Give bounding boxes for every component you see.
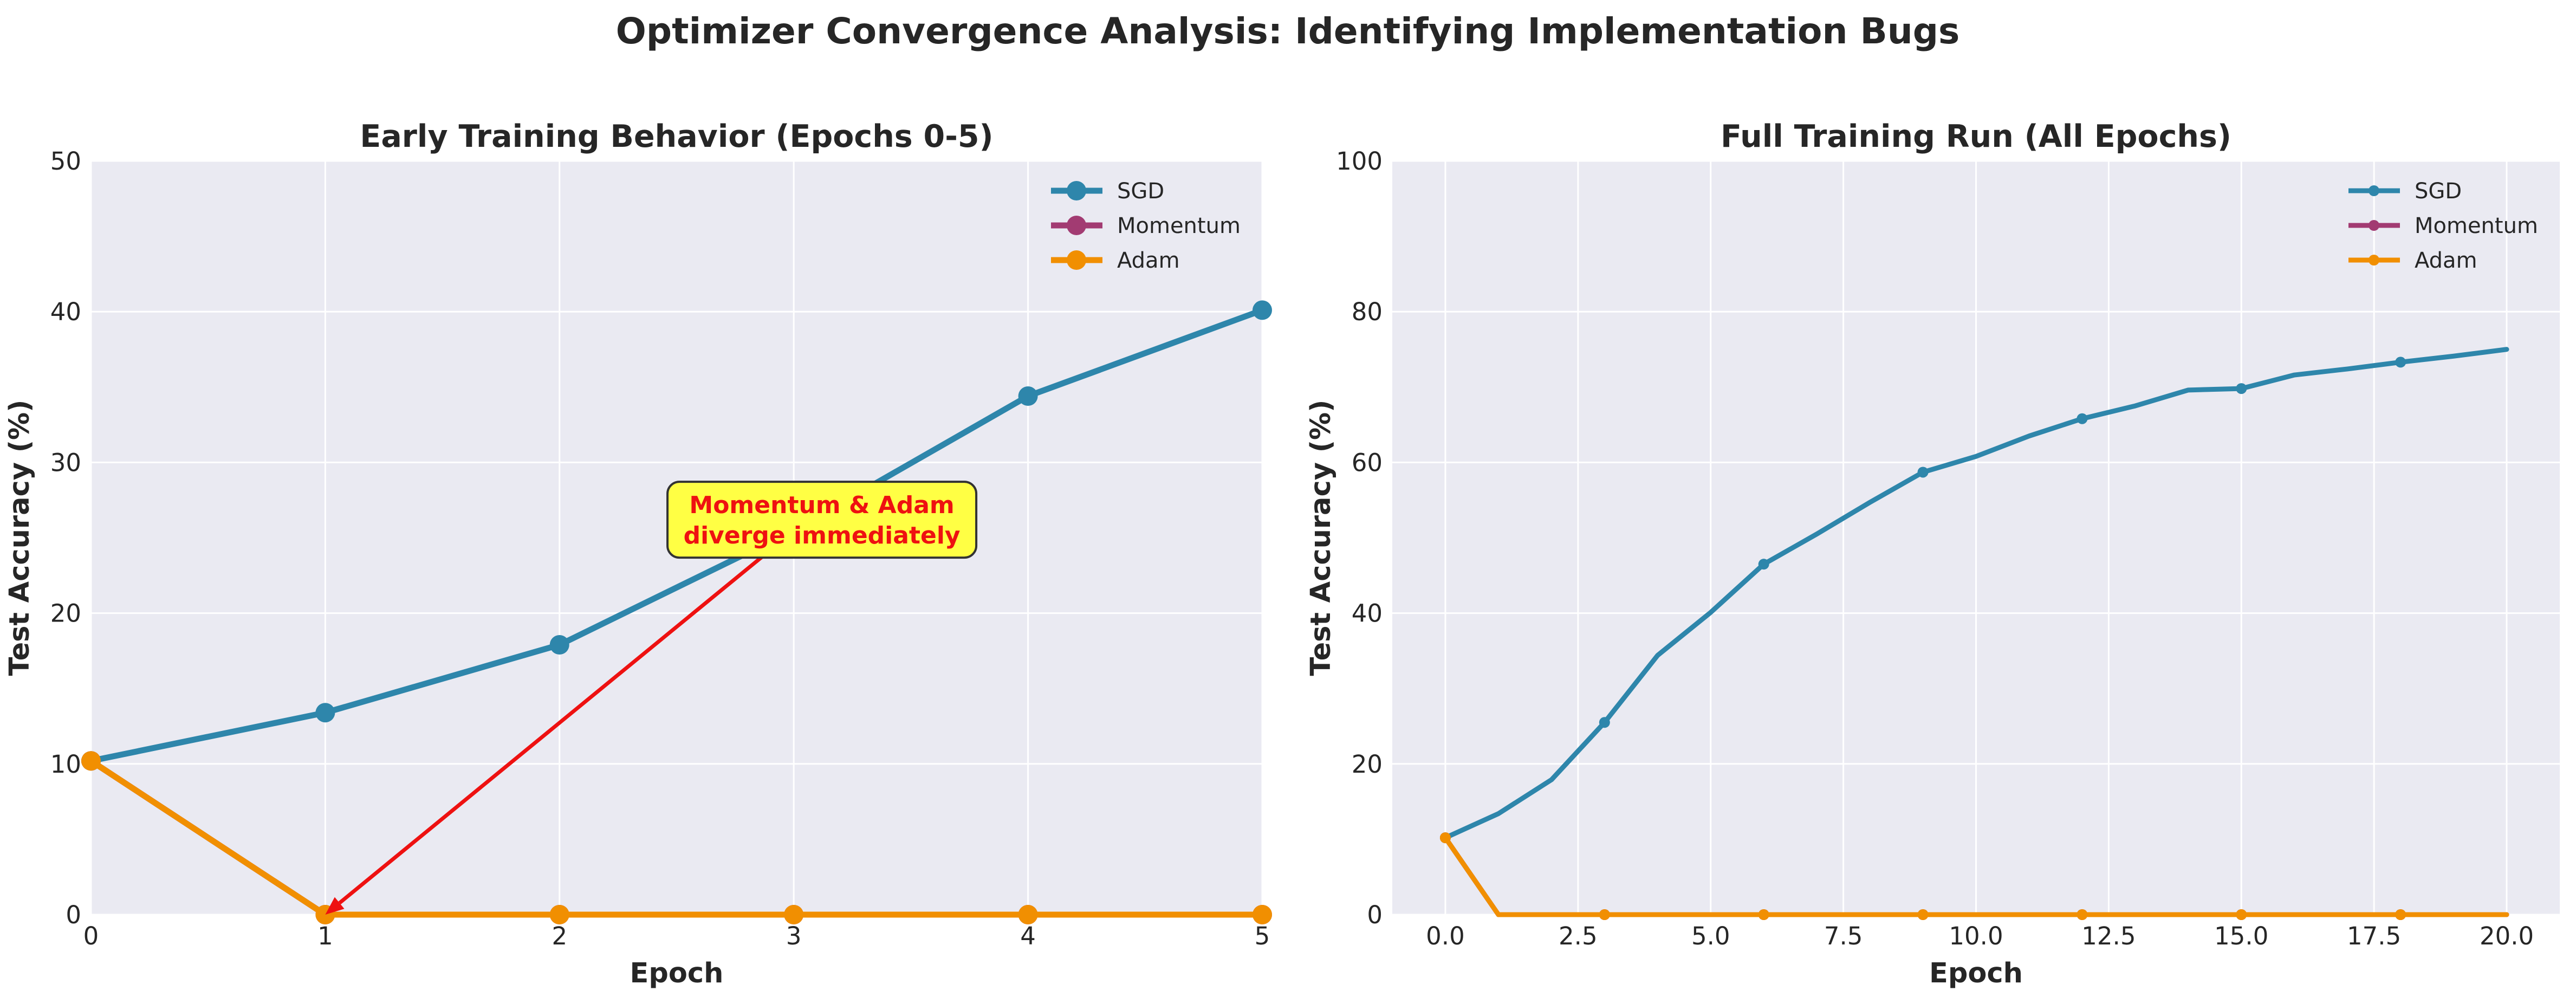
x-tick-label: 1 — [317, 922, 333, 950]
divergence-annotation: Momentum & Adam diverge immediately — [325, 481, 978, 915]
y-tick-label: 20 — [1352, 750, 1383, 779]
legend-item-adam: Adam — [2348, 248, 2477, 273]
x-tick-label: 10.0 — [1949, 922, 2003, 950]
y-tick-label: 0 — [1367, 901, 1383, 929]
data-point — [1439, 832, 1451, 844]
right-legend: SGD Momentum Adam — [2348, 179, 2538, 273]
x-tick-label: 2 — [551, 922, 567, 950]
annotation-arrow — [338, 551, 769, 905]
data-point — [2077, 413, 2088, 424]
left-x-axis-label: Epoch — [630, 957, 724, 989]
legend-swatch-marker — [2369, 220, 2379, 231]
data-point — [2395, 357, 2406, 368]
legend-swatch-marker — [1067, 250, 1086, 270]
x-tick-label: 5.0 — [1691, 922, 1730, 950]
left-legend: SGD Momentum Adam — [1051, 179, 1241, 273]
legend-swatch-marker — [2369, 185, 2379, 196]
legend-label: SGD — [1117, 179, 1164, 204]
series-line-adam — [88, 758, 1266, 918]
legend-swatch-marker — [1067, 181, 1086, 200]
legend-label: Adam — [2415, 248, 2477, 273]
data-point — [1018, 905, 1038, 924]
x-tick-label: 2.5 — [1559, 922, 1598, 950]
x-tick-label: 17.5 — [2347, 922, 2401, 950]
data-point — [2395, 909, 2406, 920]
data-point — [1253, 300, 1272, 320]
data-point — [1917, 467, 1929, 478]
legend-item-sgd: SGD — [2348, 179, 2462, 204]
data-point — [1599, 717, 1610, 728]
data-point — [1758, 559, 1769, 570]
y-tick-label: 40 — [50, 297, 81, 326]
legend-label: Momentum — [2415, 213, 2538, 238]
data-point — [315, 703, 335, 723]
x-tick-label: 12.5 — [2081, 922, 2136, 950]
series-adam — [1439, 832, 2509, 920]
right-chart: 0.0 2.5 5.0 7.5 10.0 12.5 15.0 17.5 20.0 0 20 40 60 8… — [1305, 119, 2560, 989]
x-tick-label: 0 — [83, 922, 99, 950]
x-tick-label: 7.5 — [1824, 922, 1863, 950]
left-series — [81, 300, 1272, 924]
left-grid — [90, 160, 1263, 916]
left-y-axis-label: Test Accuracy (%) — [4, 400, 36, 676]
right-ticks: 0.0 2.5 5.0 7.5 10.0 12.5 15.0 17.5 20.0 0 20 40 60 8… — [1336, 147, 2534, 950]
y-tick-label: 0 — [66, 901, 81, 929]
legend-label: Momentum — [1117, 213, 1241, 238]
legend-item-momentum: Momentum — [1051, 213, 1241, 238]
legend-item-sgd: SGD — [1051, 179, 1164, 204]
y-tick-label: 40 — [1352, 599, 1383, 628]
data-point — [1758, 909, 1769, 920]
data-point — [2077, 909, 2088, 920]
annotation-line-1: Momentum & Adam — [689, 491, 954, 519]
annotation-box — [666, 481, 978, 559]
legend-item-momentum: Momentum — [2348, 213, 2538, 238]
y-tick-label: 60 — [1352, 448, 1383, 477]
x-tick-label: 3 — [786, 922, 802, 950]
right-x-axis-label: Epoch — [1929, 957, 2023, 989]
x-tick-label: 20.0 — [2480, 922, 2534, 950]
y-tick-label: 10 — [50, 750, 81, 779]
x-tick-label: 4 — [1020, 922, 1036, 950]
left-chart-title: Early Training Behavior (Epochs 0-5) — [360, 119, 993, 154]
y-tick-label: 80 — [1352, 297, 1383, 326]
data-point — [2236, 383, 2247, 394]
legend-swatch-marker — [2369, 255, 2379, 266]
x-tick-label: 15.0 — [2214, 922, 2268, 950]
data-point — [81, 751, 101, 771]
series-sgd — [81, 300, 1272, 771]
series-line-sgd — [1443, 347, 2509, 840]
legend-item-adam: Adam — [1051, 248, 1180, 273]
figure-title: Optimizer Convergence Analysis: Identify… — [616, 10, 1960, 52]
annotation-line-2: diverge immediately — [684, 522, 961, 549]
data-point — [784, 905, 804, 924]
series-line-sgd — [88, 307, 1266, 764]
data-point — [549, 905, 569, 924]
series-line-adam — [1443, 835, 2509, 917]
data-point — [1599, 909, 1610, 920]
y-tick-label: 20 — [50, 599, 81, 628]
legend-swatch-marker — [1067, 216, 1086, 235]
data-point — [1917, 909, 1929, 920]
right-series — [1439, 347, 2509, 920]
annotation-arrow-head — [325, 897, 345, 915]
legend-label: Adam — [1117, 248, 1180, 273]
y-tick-label: 100 — [1336, 147, 1383, 176]
right-chart-title: Full Training Run (All Epochs) — [1721, 119, 2231, 154]
right-grid — [1392, 160, 2560, 916]
series-adam — [81, 751, 1272, 924]
right-y-axis-label: Test Accuracy (%) — [1305, 400, 1337, 676]
x-tick-label: 5 — [1255, 922, 1270, 950]
x-tick-label: 0.0 — [1426, 922, 1465, 950]
legend-label: SGD — [2415, 179, 2462, 204]
y-tick-label: 30 — [50, 448, 81, 477]
data-point — [549, 635, 569, 655]
y-tick-label: 50 — [50, 147, 81, 176]
data-point — [1018, 386, 1038, 406]
data-point — [1253, 905, 1272, 924]
data-point — [2236, 909, 2247, 920]
